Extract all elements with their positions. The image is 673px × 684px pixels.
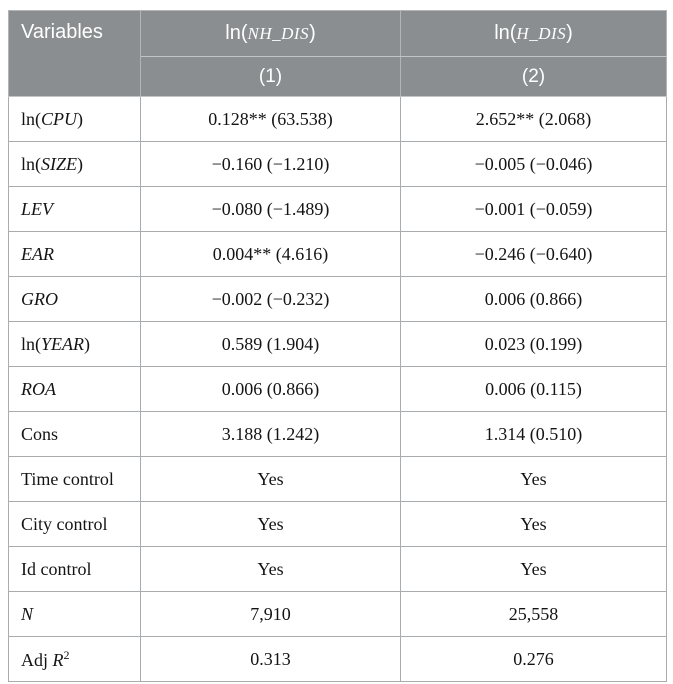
table-row: ln(CPU) 0.128** (63.538) 2.652** (2.068) xyxy=(8,96,667,142)
table-row: GRO −0.002 (−0.232) 0.006 (0.866) xyxy=(8,276,667,322)
value-cell-model-1: 0.128** (63.538) xyxy=(140,96,401,142)
value-cell-model-2: 0.276 xyxy=(400,636,667,682)
row-label-sup: 2 xyxy=(63,647,70,662)
value-cell-model-1: 3.188 (1.242) xyxy=(140,411,401,457)
value-cell-model-2: 1.314 (0.510) xyxy=(400,411,667,457)
row-label: ROA xyxy=(8,366,141,412)
header-model-1: ln(NH_DIS) xyxy=(140,10,401,57)
value-cell-model-1: 0.313 xyxy=(140,636,401,682)
row-label-post: ) xyxy=(84,333,90,354)
row-label-pre: City control xyxy=(21,513,108,534)
row-label-var: SIZE xyxy=(41,153,77,174)
table-row: EAR 0.004** (4.616) −0.246 (−0.640) xyxy=(8,231,667,277)
row-label-var: LEV xyxy=(21,198,54,219)
value-cell-model-2: −0.005 (−0.046) xyxy=(400,141,667,187)
row-label: ln(YEAR) xyxy=(8,321,141,367)
row-label-post: ) xyxy=(77,108,83,129)
row-label: EAR xyxy=(8,231,141,277)
value-cell-model-2: 2.652** (2.068) xyxy=(400,96,667,142)
row-label-pre: Adj xyxy=(21,649,53,670)
header-variables-label: Variables xyxy=(21,21,103,43)
header-model-2-pre: ln( xyxy=(494,22,517,44)
row-label: ln(CPU) xyxy=(8,96,141,142)
table-row: Time control Yes Yes xyxy=(8,456,667,502)
header-model-2: ln(H_DIS) xyxy=(400,10,667,57)
table-row: ln(SIZE) −0.160 (−1.210) −0.005 (−0.046) xyxy=(8,141,667,187)
table-row: Adj R2 0.313 0.276 xyxy=(8,636,667,682)
row-label-var: R xyxy=(52,649,64,670)
value-cell-model-2: Yes xyxy=(400,501,667,547)
value-cell-model-1: 0.006 (0.866) xyxy=(140,366,401,412)
row-label: Time control xyxy=(8,456,141,502)
row-label-pre: Id control xyxy=(21,558,92,579)
row-label-pre: Cons xyxy=(21,423,59,444)
value-cell-model-1: Yes xyxy=(140,546,401,592)
row-label: Adj R2 xyxy=(8,636,141,682)
header-row-numbers: (1) (2) xyxy=(9,56,667,97)
table-row: ROA 0.006 (0.866) 0.006 (0.115) xyxy=(8,366,667,412)
regression-results-table: Variables ln(NH_DIS) ln(H_DIS) (1) (2) l… xyxy=(8,10,667,682)
value-cell-model-1: Yes xyxy=(140,456,401,502)
value-cell-model-1: −0.080 (−1.489) xyxy=(140,186,401,232)
header-model-2-var: H_DIS xyxy=(516,24,567,43)
row-label: ln(SIZE) xyxy=(8,141,141,187)
value-cell-model-1: 0.589 (1.904) xyxy=(140,321,401,367)
table-row: LEV −0.080 (−1.489) −0.001 (−0.059) xyxy=(8,186,667,232)
value-cell-model-2: 0.006 (0.866) xyxy=(400,276,667,322)
value-cell-model-2: Yes xyxy=(400,546,667,592)
table-row: N 7,910 25,558 xyxy=(8,591,667,637)
row-label-pre: ln( xyxy=(21,153,41,174)
row-label: GRO xyxy=(8,276,141,322)
header-row-models: Variables ln(NH_DIS) ln(H_DIS) xyxy=(8,10,667,97)
row-label: LEV xyxy=(8,186,141,232)
header-variables: Variables xyxy=(8,10,141,97)
table-row: Cons 3.188 (1.242) 1.314 (0.510) xyxy=(8,411,667,457)
row-label-var: YEAR xyxy=(41,333,84,354)
value-cell-model-2: 0.023 (0.199) xyxy=(400,321,667,367)
row-label-var: GRO xyxy=(21,288,58,309)
row-label-pre: ln( xyxy=(21,108,41,129)
value-cell-model-2: −0.001 (−0.059) xyxy=(400,186,667,232)
row-label: N xyxy=(8,591,141,637)
header-model-1-post: ) xyxy=(309,22,316,44)
row-label-var: EAR xyxy=(21,243,54,264)
table-row: ln(YEAR) 0.589 (1.904) 0.023 (0.199) xyxy=(8,321,667,367)
row-label-var: ROA xyxy=(21,378,56,399)
value-cell-model-1: Yes xyxy=(140,501,401,547)
value-cell-model-1: −0.160 (−1.210) xyxy=(140,141,401,187)
row-label-var: CPU xyxy=(41,108,77,129)
header-model-1-var: NH_DIS xyxy=(247,24,310,43)
row-label-post: ) xyxy=(77,153,83,174)
value-cell-model-2: Yes xyxy=(400,456,667,502)
row-label: City control xyxy=(8,501,141,547)
row-label: Id control xyxy=(8,546,141,592)
header-column-2-number: (2) xyxy=(400,56,667,97)
value-cell-model-2: −0.246 (−0.640) xyxy=(400,231,667,277)
value-cell-model-1: 0.004** (4.616) xyxy=(140,231,401,277)
row-label-pre: ln( xyxy=(21,333,41,354)
row-label: Cons xyxy=(8,411,141,457)
header-model-2-post: ) xyxy=(566,22,573,44)
table-row: Id control Yes Yes xyxy=(8,546,667,592)
header-column-1-number: (1) xyxy=(140,56,401,97)
value-cell-model-2: 25,558 xyxy=(400,591,667,637)
header-model-1-pre: ln( xyxy=(225,22,248,44)
value-cell-model-2: 0.006 (0.115) xyxy=(400,366,667,412)
value-cell-model-1: −0.002 (−0.232) xyxy=(140,276,401,322)
row-label-pre: Time control xyxy=(21,468,114,489)
value-cell-model-1: 7,910 xyxy=(140,591,401,637)
table-row: City control Yes Yes xyxy=(8,501,667,547)
row-label-var: N xyxy=(21,603,34,624)
